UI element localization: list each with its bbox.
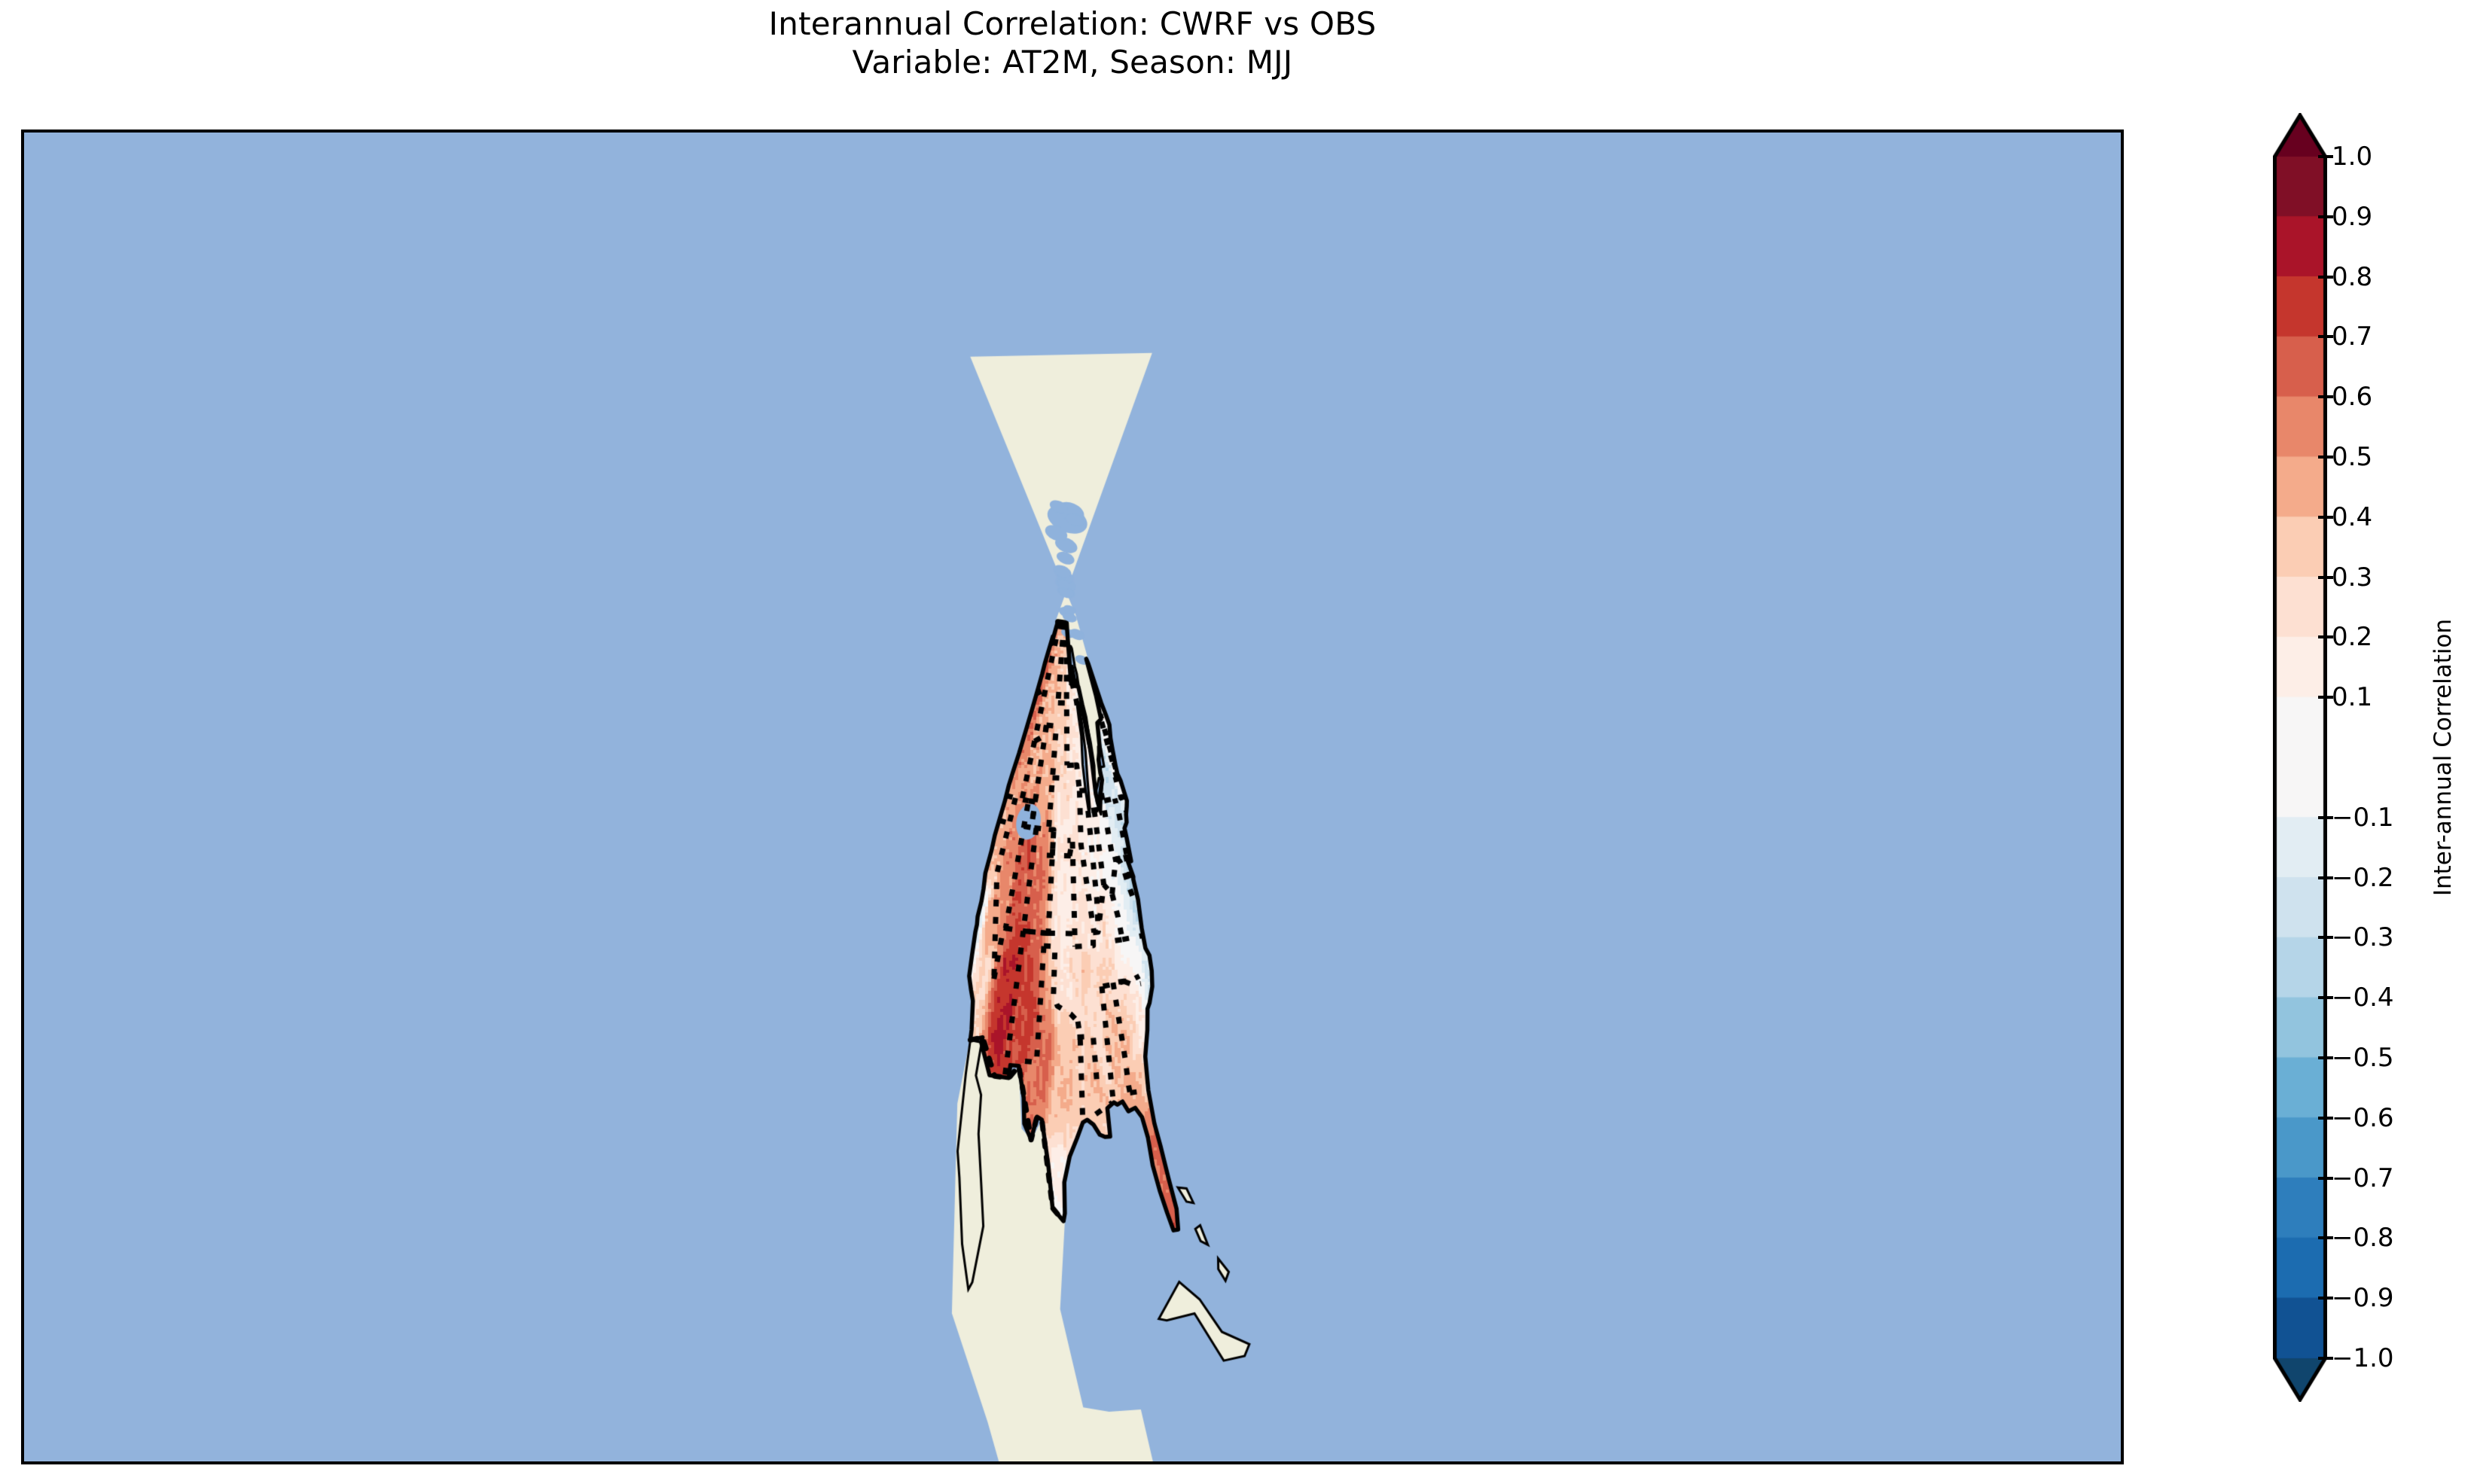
colorbar-tick-label: 0.6 — [2332, 382, 2373, 413]
colorbar-tick-mark — [2318, 1297, 2333, 1300]
colorbar-tick-label: −1.0 — [2332, 1343, 2394, 1373]
colorbar-tick-label: −0.8 — [2332, 1223, 2394, 1254]
colorbar-tick-label: 0.9 — [2332, 201, 2373, 232]
colorbar-tick-label: −0.6 — [2332, 1102, 2394, 1133]
colorbar-tick-mark — [2318, 635, 2333, 639]
colorbar-tick-label: 1.0 — [2332, 142, 2373, 172]
colorbar-tick-mark — [2318, 876, 2333, 879]
colorbar-tick-mark — [2318, 575, 2333, 579]
colorbar-tick-mark — [2318, 456, 2333, 459]
colorbar-tick-label: 0.5 — [2332, 442, 2373, 472]
colorbar-tick-label: 0.8 — [2332, 261, 2373, 292]
colorbar-tick-label: 0.1 — [2332, 682, 2373, 713]
colorbar-tick-label: −0.3 — [2332, 922, 2394, 953]
title-line-2: Variable: AT2M, Season: MJJ — [852, 44, 1293, 81]
colorbar-tick-mark — [2318, 275, 2333, 279]
colorbar-tick-mark — [2318, 1176, 2333, 1180]
colorbar-tick-mark — [2318, 395, 2333, 399]
colorbar-tick-label: −0.1 — [2332, 802, 2394, 833]
colorbar-tick-mark — [2318, 936, 2333, 940]
colorbar-tick-mark — [2318, 996, 2333, 1000]
colorbar-tick-mark — [2318, 1236, 2333, 1240]
colorbar-axis-label: Inter-annual Correlation — [2421, 113, 2466, 1402]
colorbar-gradient — [2273, 113, 2327, 1402]
colorbar-tick-mark — [2318, 515, 2333, 519]
colorbar-tick-label: 0.4 — [2332, 501, 2373, 532]
colorbar-tick-mark — [2318, 155, 2333, 158]
colorbar-tick-mark — [2318, 815, 2333, 819]
title-line-1: Interannual Correlation: CWRF vs OBS — [768, 5, 1377, 42]
colorbar-tick-label: −0.5 — [2332, 1043, 2394, 1073]
colorbar-tick-mark — [2318, 1357, 2333, 1360]
colorbar-tick-label: 0.7 — [2332, 321, 2373, 352]
colorbar-tick-mark — [2318, 696, 2333, 699]
map-plot-area — [21, 130, 2124, 1464]
colorbar-tick-label: −0.2 — [2332, 862, 2394, 893]
colorbar: 1.0 0.9 0.8 0.7 0.6 0.5 0.4 0.3 0.2 0.1 −0.1 −0.2 −0… — [2273, 113, 2474, 1402]
colorbar-tick-mark — [2318, 1056, 2333, 1059]
colorbar-tick-label: −0.7 — [2332, 1163, 2394, 1193]
colorbar-tick-label: 0.2 — [2332, 622, 2373, 653]
colorbar-tick-mark — [2318, 335, 2333, 339]
colorbar-label-text: Inter-annual Correlation — [2430, 618, 2457, 897]
colorbar-tick-label: −0.4 — [2332, 983, 2394, 1013]
colorbar-tick-mark — [2318, 215, 2333, 218]
figure-title: Interannual Correlation: CWRF vs OBS Var… — [0, 5, 2145, 81]
colorbar-tick-label: 0.3 — [2332, 562, 2373, 593]
colorbar-tick-mark — [2318, 1116, 2333, 1120]
colorbar-tick-label: −0.9 — [2332, 1283, 2394, 1314]
correlation-map-canvas — [24, 133, 2121, 1461]
